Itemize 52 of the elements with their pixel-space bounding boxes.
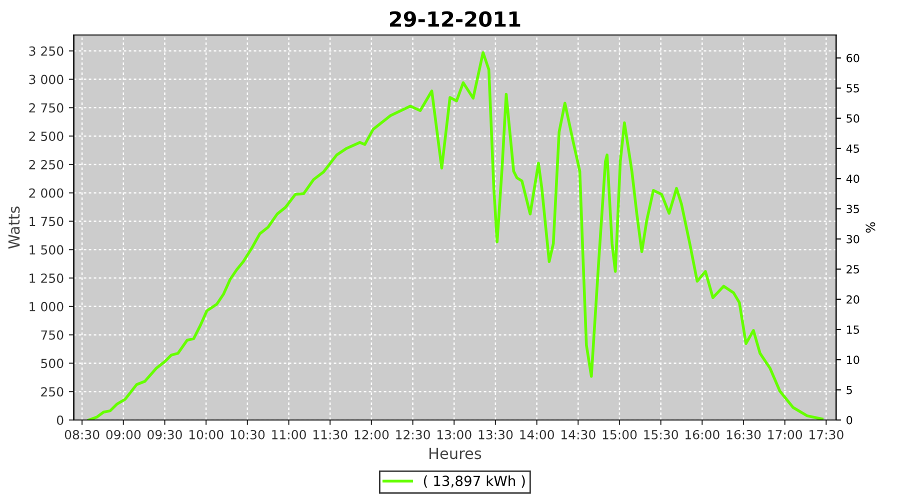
y2-tick-label: 15: [847, 326, 859, 334]
y2-tick-label: 0: [846, 416, 852, 424]
x-tick-label: 16:00: [686, 430, 720, 440]
x-tick-label: 10:00: [189, 430, 224, 440]
y-tick-label: 2 000: [29, 188, 64, 198]
y-tick-label: 3 000: [29, 74, 64, 84]
x-tick-label: 11:00: [272, 430, 306, 440]
line-series: [87, 51, 824, 420]
x-tick-label: 08:30: [64, 430, 100, 440]
y2-tick-label: 10: [847, 356, 860, 364]
y-tick-label: 1 500: [30, 245, 64, 255]
y-tick-label: 1 000: [30, 302, 64, 312]
y2-tick-label: 55: [846, 84, 859, 92]
x-tick-label: 16:30: [726, 430, 761, 440]
x-tick-label: 14:30: [562, 430, 596, 440]
x-tick-label: 12:00: [354, 430, 389, 440]
x-tick-label: 13:00: [437, 430, 472, 440]
y-tick-label: 2 500: [29, 132, 64, 142]
x-tick-label: 09:00: [106, 430, 141, 440]
y2-tick-label: 5: [846, 386, 852, 394]
x-tick-label: 14:00: [520, 430, 554, 440]
y2-tick-label: 60: [846, 54, 860, 62]
x-tick-label: 15:30: [644, 430, 678, 440]
y2-axis-title: %: [866, 222, 876, 233]
legend-label: ( 13,897 kWh ): [424, 475, 525, 488]
x-tick-label: 13:30: [478, 430, 513, 440]
y-tick-label: 2 250: [29, 160, 64, 170]
y2-tick-label: 30: [846, 234, 860, 244]
y2-tick-label: 20: [846, 295, 860, 304]
x-tick-label: 09:30: [148, 430, 182, 440]
y-tick-label: 500: [41, 358, 64, 368]
y-tick-label: 250: [41, 387, 64, 397]
x-axis-title: Heures: [430, 448, 482, 460]
x-tick-label: 10:30: [230, 430, 265, 440]
y-tick-label: 750: [41, 330, 64, 340]
y2-tick-label: 35: [846, 204, 859, 214]
y-tick-label: 1 250: [30, 274, 64, 283]
y-axis-title: Watts: [8, 206, 20, 249]
x-tick-label: 17:30: [810, 430, 844, 440]
y-tick-label: 2 750: [29, 103, 64, 113]
y2-tick-label: 45: [846, 144, 859, 153]
x-tick-label: 12:30: [396, 430, 430, 440]
x-tick-label: 11:30: [313, 430, 348, 440]
y-tick-label: 1 750: [30, 216, 64, 226]
x-tick-label: 15:00: [602, 430, 637, 440]
y2-tick-label: 25: [846, 265, 859, 274]
y2-tick-label: 40: [846, 174, 860, 183]
chart-title: 29-12-2011: [390, 11, 520, 27]
x-tick-label: 17:00: [768, 430, 802, 440]
y-tick-label: 3 250: [29, 46, 64, 56]
y-tick-label: 0: [56, 415, 64, 425]
y2-tick-label: 50: [846, 114, 860, 123]
